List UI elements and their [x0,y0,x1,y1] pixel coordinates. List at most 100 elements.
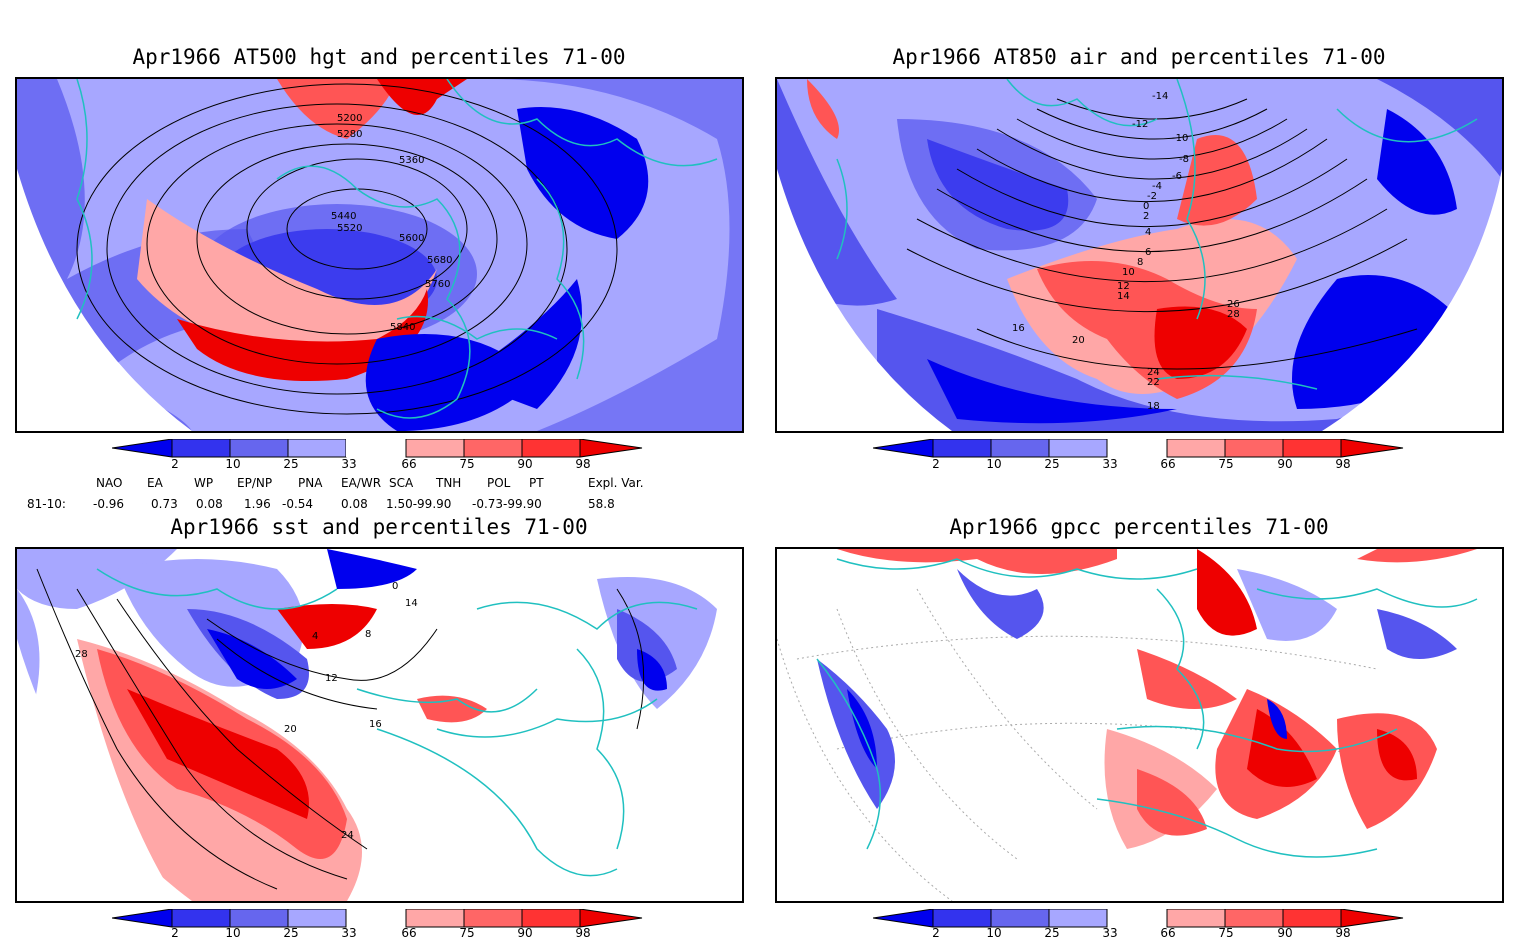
colorbar-segment [932,909,992,928]
contour-label: -8 [1179,154,1189,165]
index-header: SCA [389,476,414,490]
contour-label: 5360 [399,155,424,166]
index-value: 1.96 [244,497,271,511]
indices-header-row: NAO EA WP EP/NP PNA EA/WR SCA TNH POL PT… [0,476,700,492]
contour-label: 5600 [399,233,424,244]
panel-title-hgt500: Apr1966 AT500 hgt and percentiles 71-00 [132,45,626,69]
colorbar-tick-label: 2 [932,457,940,471]
contour-label: 5280 [337,129,362,140]
index-value: 58.8 [588,497,615,511]
map-panel-gpcc [775,547,1504,903]
index-value: -0.54 [282,497,314,511]
colorbar-segment [463,439,523,458]
contour-label: 8 [365,629,371,640]
colorbar-tick-label: 2 [171,926,179,940]
contour-label: 0 [1143,201,1149,212]
colorbar-tick-label: 10 [986,926,1002,940]
index-value: 0.08 [341,497,368,511]
contour-label: 16 [1012,323,1025,334]
colorbar-tick-label: 98 [1335,926,1351,940]
colorbar-segment [287,439,347,458]
contour-label: 14 [1117,291,1130,302]
colorbar-tick-label: 66 [401,457,417,471]
index-value: 0.73 [151,497,178,511]
colorbar-tick-label: 25 [283,457,299,471]
colorbar-tick-label: 66 [401,926,417,940]
colorbar-tick-label: 66 [1160,926,1176,940]
contour-label: 28 [75,649,88,660]
index-header: EA [147,476,163,490]
contour-label: 2 [1143,211,1149,222]
index-header: TNH [436,476,462,490]
map-gpcc [777,549,1502,901]
panel-title-gpcc: Apr1966 gpcc percentiles 71-00 [949,515,1329,539]
colorbar-tick-label: 33 [341,457,357,471]
contour-label: -2 [1147,191,1157,202]
panel-title-air850: Apr1966 AT850 air and percentiles 71-00 [892,45,1386,69]
index-value: 0.08 [196,497,223,511]
map-sst: 0 4 8 12 14 16 20 24 28 [17,549,742,901]
colorbar-tick-label: 75 [459,926,475,940]
colorbar-tick-label: 90 [517,926,533,940]
colorbar-tick-label: 2 [171,457,179,471]
contour-label: 5440 [331,211,356,222]
colorbar-segment [579,909,643,928]
contour-label: 10 [1122,267,1135,278]
colorbar-segment [1282,909,1342,928]
contour-label: 20 [1072,335,1085,346]
colorbar-segment [405,439,465,458]
contour-label: 14 [405,598,418,609]
colorbar-tick-label: 25 [1044,926,1060,940]
colorbar-segment [1166,439,1226,458]
colorbar-tick-label: 75 [459,457,475,471]
colorbar-tick-label: 98 [575,457,591,471]
colorbar-segment [405,909,465,928]
colorbar-top-left [112,439,643,458]
colorbar-tick-label: 33 [341,926,357,940]
contour-label: 8 [1137,257,1143,268]
colorbar-tick-label: 10 [986,457,1002,471]
colorbar-segment [990,439,1050,458]
colorbar-tick-label: 98 [575,926,591,940]
colorbar-segment [1282,439,1342,458]
contour-label: -10 [1172,133,1188,144]
colorbar-segment [346,439,406,457]
index-header: POL [487,476,511,490]
index-header: PT [529,476,544,490]
index-header: Expl. Var. [588,476,644,490]
contour-label: 5680 [427,255,452,266]
colorbar-segment [1340,909,1404,928]
contour-label: -12 [1132,119,1148,130]
colorbar-segment [1048,909,1108,928]
index-value: -0.96 [93,497,125,511]
map-air850: -14 -12 -10 -8 -6 -4 -2 0 2 4 6 8 10 12 … [777,79,1502,431]
contour-label: 4 [1145,227,1151,238]
index-value: 1.50-99.90 [386,497,452,511]
contour-label: 22 [1147,377,1160,388]
map-panel-air850: -14 -12 -10 -8 -6 -4 -2 0 2 4 6 8 10 12 … [775,77,1504,433]
colorbar-segment [873,909,934,928]
contour-label: 0 [392,581,398,592]
colorbar-tick-label: 10 [225,457,241,471]
index-header: EP/NP [237,476,273,490]
colorbar-segment [579,439,643,458]
colorbar-segment [112,909,173,928]
colorbar-tick-label: 90 [517,457,533,471]
contour-label: 28 [1227,309,1240,320]
colorbar-segment [1224,909,1284,928]
colorbar-bottom-right [873,909,1404,928]
contour-label: 6 [1145,247,1151,258]
map-hgt500: 5200 5280 5360 5440 5520 5600 5680 5760 … [17,79,742,431]
contour-label: 5520 [337,223,362,234]
colorbar-bottom-left [112,909,643,928]
contour-label: 5840 [390,322,415,333]
colorbar-segment [287,909,347,928]
contour-label: 5760 [425,279,450,290]
colorbar-tick-label: 33 [1102,457,1118,471]
colorbar-segment [1224,439,1284,458]
contour-label: 5200 [337,113,362,124]
contour-label: 24 [1147,367,1160,378]
colorbar-segment [112,439,173,458]
colorbar-tick-label: 66 [1160,457,1176,471]
contour-label: 20 [284,724,297,735]
